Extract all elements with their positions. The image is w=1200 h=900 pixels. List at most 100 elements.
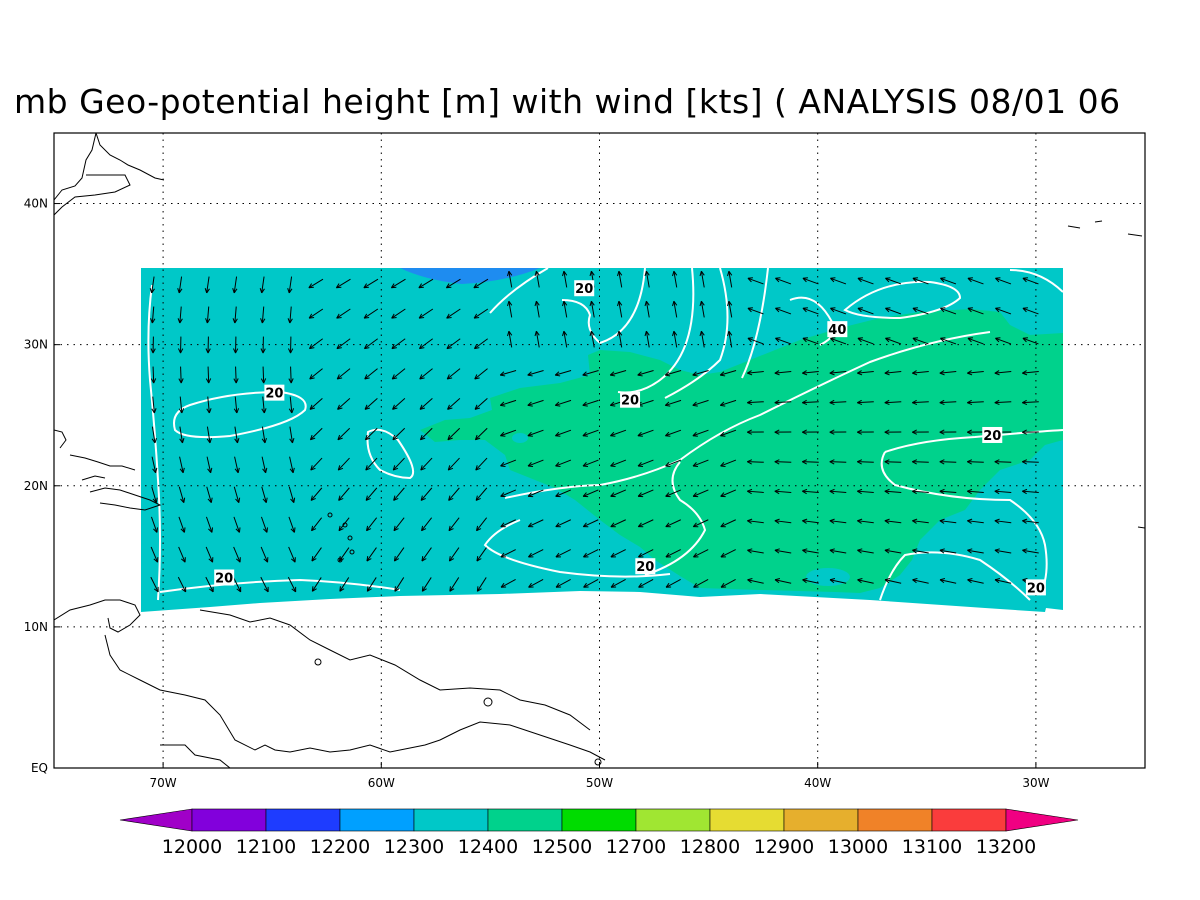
- wind-arrow: [885, 337, 902, 345]
- wind-arrow: [802, 337, 819, 345]
- wind-arrow: [672, 270, 678, 288]
- wind-arrow: [261, 396, 267, 414]
- wind-arrow: [562, 300, 568, 318]
- wind-arrow: [507, 300, 513, 318]
- isotach-label: 20: [574, 280, 595, 297]
- wind-arrow: [150, 306, 156, 324]
- wind-arrow: [967, 337, 984, 345]
- colorbar-swatch: [339, 808, 415, 832]
- wind-arrow: [562, 270, 568, 288]
- isotach-label: 20: [1025, 579, 1046, 596]
- wind-arrow: [366, 517, 378, 532]
- wind-arrow: [206, 426, 212, 444]
- wind-arrow: [994, 459, 1012, 465]
- wind-arrow: [179, 456, 185, 474]
- wind-arrow: [747, 459, 764, 465]
- wind-arrow: [500, 459, 517, 467]
- isotach-label: 20: [620, 391, 641, 409]
- wind-arrow: [802, 488, 819, 495]
- wind-arrow: [288, 546, 296, 563]
- wind-arrow: [555, 519, 571, 528]
- wind-arrow: [500, 549, 516, 558]
- wind-arrow: [447, 398, 461, 410]
- wind-arrow: [178, 396, 185, 414]
- wind-arrow: [939, 578, 957, 584]
- wind-arrow: [912, 277, 929, 285]
- colorbar-swatch: [561, 808, 637, 832]
- map-title: mb Geo-potential height [m] with wind [k…: [14, 82, 1121, 121]
- wind-arrow: [699, 300, 705, 318]
- wind-arrow: [555, 579, 571, 588]
- wind-arrow: [672, 300, 678, 318]
- wind-arrow: [885, 277, 902, 285]
- wind-arrow: [151, 486, 158, 503]
- wind-arrow: [206, 456, 213, 474]
- wind-arrow: [940, 277, 957, 285]
- wind-arrow: [445, 278, 461, 289]
- wind-arrow: [610, 459, 627, 467]
- wind-arrow: [610, 579, 626, 588]
- wind-arrow: [802, 307, 819, 315]
- wind-arrow: [995, 307, 1012, 315]
- wind-arrow: [802, 548, 819, 554]
- wind-arrow: [446, 308, 461, 319]
- wind-arrow: [474, 398, 488, 410]
- wind-arrow: [995, 337, 1012, 345]
- wind-arrow: [637, 459, 654, 467]
- svg-text:40: 40: [828, 323, 846, 338]
- colorbar-label: 12800: [680, 836, 740, 858]
- wind-arrow: [747, 548, 764, 554]
- wind-arrow: [589, 300, 595, 318]
- wind-arrow: [857, 277, 874, 285]
- wind-arrow: [475, 487, 488, 501]
- wind-arrow: [311, 577, 322, 592]
- wind-arrow: [336, 338, 351, 350]
- wind-arrow: [232, 306, 238, 324]
- wind-arrow: [693, 549, 709, 558]
- wind-arrow: [582, 489, 599, 498]
- wind-arrow: [338, 487, 350, 501]
- wind-arrow: [204, 276, 210, 294]
- wind-arrow: [288, 396, 295, 414]
- wind-arrow: [829, 488, 847, 495]
- svg-text:20: 20: [983, 429, 1001, 444]
- lat-tick-label: 10N: [24, 620, 48, 634]
- wind-arrow: [260, 366, 267, 384]
- wind-arrow: [527, 399, 544, 407]
- colorbar-swatch: [191, 808, 267, 832]
- wind-arrow: [474, 368, 488, 380]
- wind-arrow: [747, 370, 764, 376]
- wind-arrow: [610, 549, 626, 558]
- wind-arrow: [527, 429, 544, 437]
- wind-arrow: [747, 277, 764, 285]
- wind-arrow: [289, 456, 295, 474]
- wind-arrow: [151, 426, 157, 444]
- wind-arrow: [829, 518, 847, 524]
- wind-arrow: [637, 370, 654, 377]
- wind-arrow: [420, 487, 433, 501]
- colorbar-swatch: [1005, 808, 1079, 832]
- wind-arrow: [967, 459, 984, 465]
- wind-arrow: [473, 338, 488, 350]
- lon-tick-label: 70W: [150, 776, 177, 790]
- wind-arrow: [692, 489, 709, 498]
- wind-arrow: [665, 549, 681, 558]
- wind-arrow: [994, 370, 1012, 376]
- wind-arrow: [421, 547, 432, 562]
- wind-arrow: [260, 576, 269, 593]
- wind-arrow: [364, 368, 378, 380]
- wind-arrow: [149, 276, 155, 294]
- wind-arrow: [309, 398, 323, 410]
- wind-arrow: [665, 579, 681, 588]
- colorbar-swatch: [265, 808, 341, 832]
- wind-arrow: [534, 330, 540, 348]
- wind-arrow: [418, 308, 434, 319]
- wind-arrow: [719, 370, 737, 377]
- svg-text:20: 20: [621, 394, 639, 409]
- wind-arrow: [473, 278, 489, 289]
- wind-arrow: [233, 546, 241, 563]
- wind-arrow: [912, 459, 929, 465]
- wind-arrow: [747, 518, 764, 524]
- wind-arrow: [178, 366, 184, 384]
- wind-arrow: [421, 577, 432, 592]
